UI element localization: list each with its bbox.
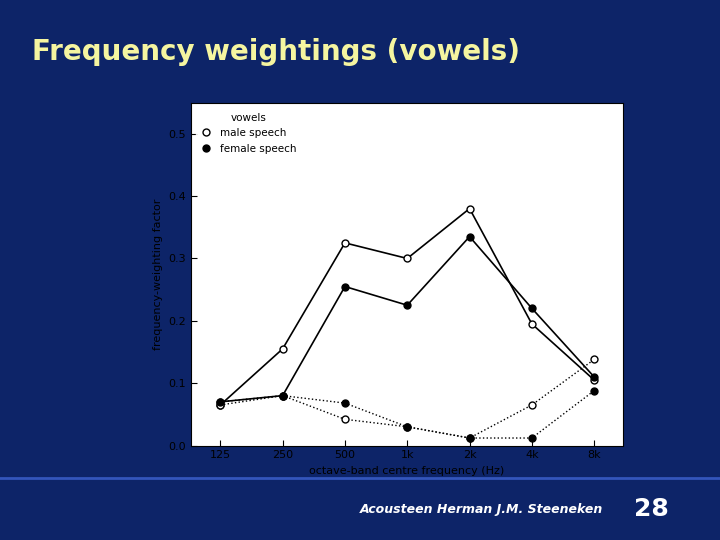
X-axis label: octave-band centre frequency (Hz): octave-band centre frequency (Hz) <box>309 466 505 476</box>
Text: 28: 28 <box>634 497 668 521</box>
Y-axis label: frequency-weighting factor: frequency-weighting factor <box>153 198 163 350</box>
Text: Frequency weightings (vowels): Frequency weightings (vowels) <box>32 38 521 66</box>
Legend: male speech, female speech: male speech, female speech <box>196 108 302 159</box>
Text: Acousteen Herman J.M. Steeneken: Acousteen Herman J.M. Steeneken <box>360 503 603 516</box>
